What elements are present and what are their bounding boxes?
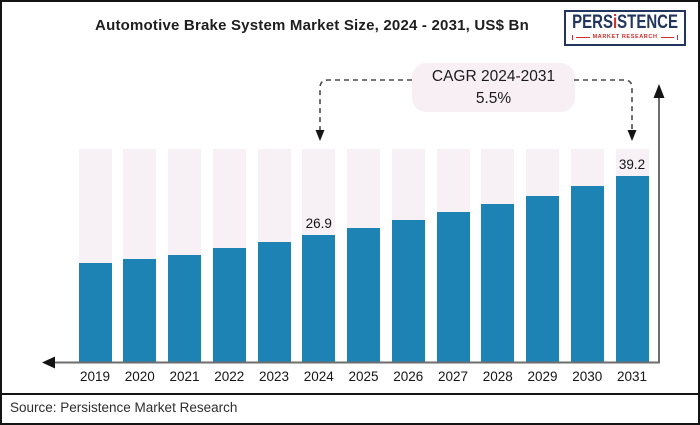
x-axis-label-2020: 2020: [124, 369, 155, 384]
brand-logo: PERSiSTENCE MARKET RESEARCH: [564, 10, 686, 46]
brand-logo-wordmark: PERSiSTENCE: [572, 11, 678, 34]
tagline-right-line: [660, 36, 675, 38]
x-axis-label-2019: 2019: [79, 369, 111, 384]
bar-2026: [391, 220, 425, 362]
tagline-left-line: [576, 36, 590, 38]
x-axis-label-2031: 2031: [616, 369, 648, 384]
x-axis-label-2029: 2029: [527, 369, 558, 384]
x-axis-label-2030: 2030: [572, 369, 603, 384]
tagline-right-tick: [677, 34, 679, 40]
cagr-callout-value: 5.5%: [475, 89, 512, 107]
bar-2030: [570, 186, 604, 362]
bar-2025: [347, 227, 380, 362]
brand-logo-tagline: MARKET RESEARCH: [572, 34, 679, 40]
bar-2031: [615, 176, 649, 362]
bar-2024: [302, 234, 336, 362]
cagr-connector-right: [574, 79, 633, 131]
cagr-connector-right-arrow-icon: [627, 130, 637, 141]
bar-2027: [436, 212, 470, 362]
cagr-connector-left: [319, 79, 412, 131]
x-axis-label-2023: 2023: [258, 369, 290, 384]
bar-2019: [78, 262, 112, 362]
x-axis-label-2028: 2028: [482, 369, 513, 384]
tagline-left-tick: [572, 34, 574, 40]
bar-2022: [212, 248, 246, 362]
cagr-callout: CAGR 2024-2031 5.5%: [412, 63, 575, 112]
x-axis-label-2024: 2024: [303, 369, 334, 384]
brand-logo-red-i: i: [612, 11, 618, 34]
brand-logo-text-post: STENCE: [617, 11, 678, 34]
brand-logo-text-pre: PERS: [572, 11, 613, 34]
bar-2020: [123, 259, 157, 362]
x-axis-label-2022: 2022: [214, 369, 245, 384]
cagr-callout-label: CAGR 2024-2031: [431, 67, 556, 85]
bar-2021: [168, 254, 201, 362]
source-note: Source: Persistence Market Research: [10, 400, 238, 415]
x-axis-label-2025: 2025: [348, 369, 379, 384]
bar-value-label-2031: 39.2: [618, 157, 646, 173]
bar-2023: [257, 241, 291, 362]
chart-title: Automotive Brake System Market Size, 202…: [95, 17, 529, 34]
footer-divider: [2, 393, 698, 395]
x-axis-label-2026: 2026: [393, 369, 424, 384]
x-axis-arrow-icon: [42, 356, 55, 369]
x-axis-label-2027: 2027: [437, 369, 469, 384]
brand-logo-tagline-text: MARKET RESEARCH: [592, 34, 658, 40]
bar-2029: [526, 195, 559, 362]
bar-2028: [481, 204, 515, 362]
y-axis-arrow-icon: [653, 84, 665, 98]
cagr-connector-left-arrow-icon: [315, 130, 325, 141]
x-axis-label-2021: 2021: [169, 369, 200, 384]
bar-value-label-2024: 26.9: [305, 215, 332, 231]
